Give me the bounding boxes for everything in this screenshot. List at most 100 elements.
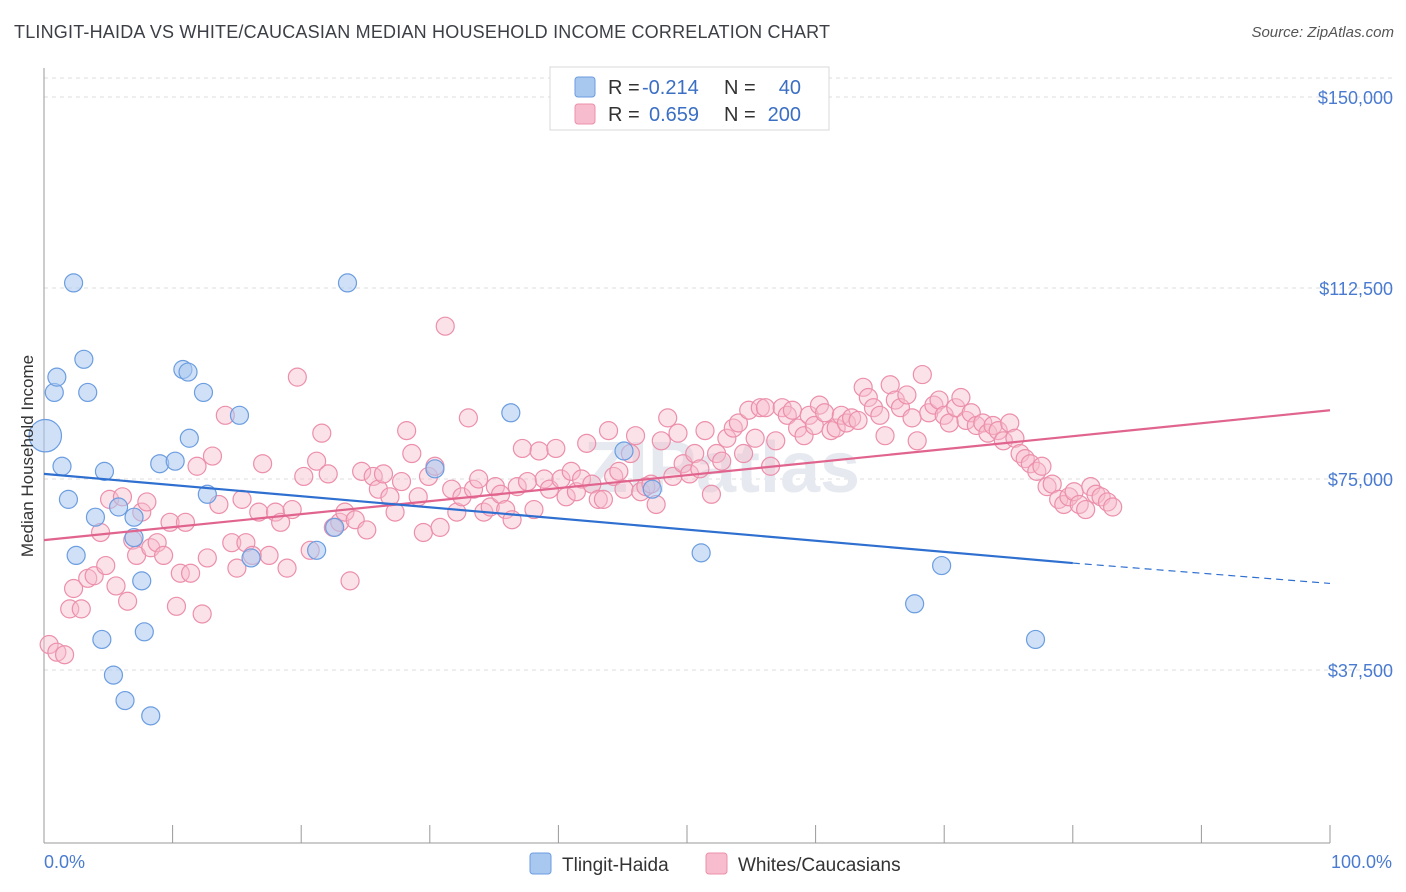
whites-point-38 [253,454,273,474]
whites-trend-line [43,409,1331,542]
whites-point-144 [836,413,857,433]
y-tick-labels: $37,500 $75,000 $112,500 $150,000 [1318,88,1393,681]
source-credit: Source: ZipAtlas.com [1251,24,1394,41]
tlingit-point-37 [905,594,925,614]
whites-point-171 [983,415,1003,436]
tlingit-point-39 [1025,629,1046,650]
whites-point-135 [787,418,808,438]
tlingit-point-25 [193,382,214,403]
whites-point-150 [870,405,890,425]
whites-point-93 [561,461,581,481]
whites-point-158 [912,364,932,385]
whites-point-123 [723,418,743,438]
whites-point-41 [271,512,291,532]
whites-point-178 [1020,454,1040,474]
whites-point-102 [609,461,629,481]
whites-point-52 [335,502,355,522]
legend-r-label-2: R = [608,104,640,126]
tlingit-point-18 [134,622,154,642]
whites-point-34 [232,489,252,509]
whites-point-23 [170,563,190,583]
whites-point-66 [413,522,433,543]
whites-point-44 [287,367,307,387]
whites-point-119 [701,484,722,504]
whites-point-37 [249,502,269,522]
whites-point-131 [766,431,786,451]
whites-point-72 [447,502,467,522]
whites-point-11 [106,576,126,596]
whites-point-101 [604,466,624,487]
whites-point-164 [946,398,966,418]
tlingit-point-3 [52,456,72,476]
tlingit-haida-points [28,273,1046,726]
whites-point-103 [614,479,634,499]
watermark: ZIPatlas [584,428,860,508]
whites-point-87 [529,441,549,461]
y-tick-label-1: $75,000 [1328,470,1393,490]
whites-point-152 [880,375,900,395]
tlingit-point-26 [197,484,217,504]
tlingit-point-2 [47,367,67,387]
whites-point-113 [668,423,688,443]
whites-point-48 [312,423,332,443]
whites-point-126 [739,400,759,420]
legend-swatch-tlingit-haida [574,76,596,98]
whites-point-124 [728,413,749,433]
whites-point-176 [1010,443,1030,464]
tlingit-point-36 [691,543,711,563]
axes [43,68,1331,844]
whites-point-63 [397,421,417,441]
whites-point-32 [222,533,242,553]
whites-point-192 [1097,492,1118,512]
whites-point-58 [368,479,388,499]
whites-point-27 [192,604,212,624]
whites-point-64 [402,443,422,464]
whites-point-3 [60,599,80,619]
whites-point-111 [658,408,678,428]
whites-point-74 [458,408,478,428]
whites-point-128 [750,398,770,418]
whites-point-22 [166,596,187,616]
whites-point-129 [755,398,776,418]
whites-point-155 [897,385,917,405]
whites-point-148 [858,387,878,408]
whites-point-134 [782,400,803,420]
whites-point-49 [318,464,338,484]
whites-point-161 [929,390,949,410]
y-tick-label-2: $112,500 [1319,279,1393,299]
whites-point-25 [181,563,201,583]
tlingit-point-23 [178,362,198,382]
tlingit-point-30 [325,517,345,537]
tlingit-point-29 [307,540,327,560]
legend-r-label-1: R = [608,77,640,99]
whites-point-149 [863,398,884,418]
tlingit-point-10 [92,629,112,650]
whites-point-142 [826,418,846,438]
whites-point-187 [1069,494,1089,515]
tlingit-point-28 [241,548,261,568]
trend-lines [43,409,1331,585]
whites-point-13 [117,591,138,611]
whites-point-56 [357,520,377,540]
whites-point-133 [777,405,797,425]
whites-point-174 [1000,413,1020,433]
series-legend-swatch-tlingit-haida [529,852,552,875]
whites-point-45 [294,466,314,487]
tlingit-point-34 [614,441,634,461]
whites-point-188 [1076,499,1096,520]
whites-point-2 [54,645,75,665]
whites-point-9 [96,555,116,576]
whites-point-90 [546,438,566,459]
x-tick-label-start: 0.0% [44,852,85,872]
whites-point-172 [988,421,1008,441]
whites-caucasians-points [39,316,1123,665]
whites-point-121 [712,451,732,471]
whites-point-33 [227,558,247,578]
whites-point-190 [1086,484,1106,504]
whites-point-24 [175,512,196,532]
whites-point-179 [1027,461,1047,481]
whites-point-100 [598,421,619,441]
y-tick-label-0: $37,500 [1328,661,1393,681]
whites-point-88 [534,469,554,489]
